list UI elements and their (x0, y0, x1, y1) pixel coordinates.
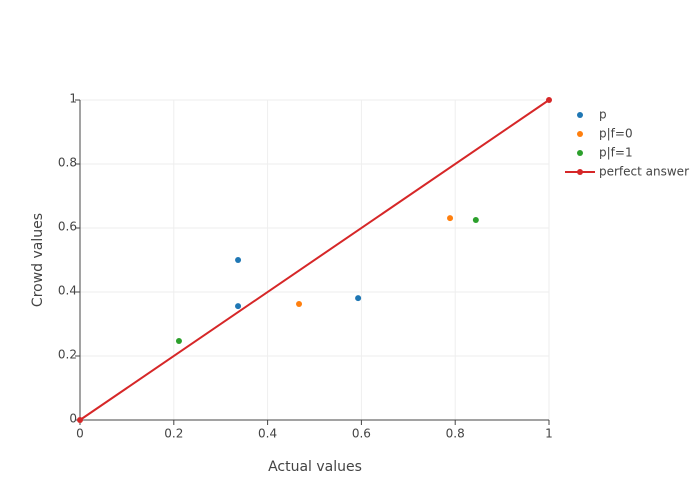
x-tick-label: 0 (76, 427, 84, 441)
y-tick-label: 0.8 (58, 156, 77, 170)
point (235, 257, 242, 263)
legend-marker (577, 112, 583, 118)
point (175, 337, 182, 344)
line (79, 99, 550, 421)
y-tick-label: 0.6 (58, 220, 77, 234)
x-tick-label: 0.4 (258, 427, 277, 441)
legend-marker (577, 169, 583, 175)
x-axis-title: Actual values (268, 459, 362, 475)
x-tick-label: 0.8 (446, 427, 465, 441)
y-tick-label: 0.4 (58, 284, 77, 298)
y-tick-label: 0 (69, 412, 77, 426)
legend-marker (577, 150, 583, 156)
point (447, 215, 454, 222)
x-tick-label: 0.6 (352, 427, 371, 441)
point (296, 301, 303, 307)
point (355, 295, 362, 302)
y-axis-title: Crowd values (30, 213, 46, 307)
point (546, 97, 552, 103)
x-tick-label: 1 (545, 427, 553, 441)
x-tick-label: 0.2 (164, 427, 183, 441)
point (235, 303, 242, 310)
y-tick-label: 1 (69, 92, 77, 106)
legend-label: p|f=1 (599, 146, 633, 160)
legend-label: perfect answer (599, 165, 689, 179)
y-tick-label: 0.2 (58, 348, 77, 362)
point (472, 217, 479, 223)
legend-marker (577, 131, 583, 137)
legend-label: p|f=0 (599, 127, 633, 141)
legend-label: p (599, 108, 607, 122)
point (77, 417, 83, 423)
